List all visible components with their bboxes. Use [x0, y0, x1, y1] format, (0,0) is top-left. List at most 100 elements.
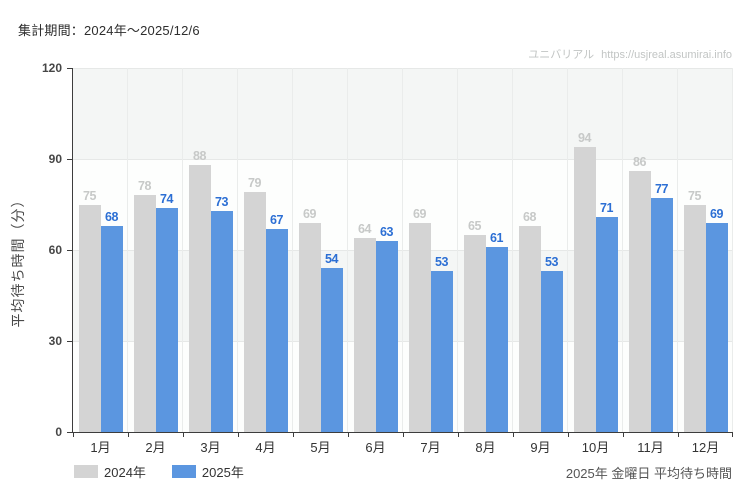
x-tick-label: 4月: [255, 440, 276, 455]
bar-2024年: [573, 146, 596, 432]
x-tick-mark: [732, 433, 733, 437]
bar-2024年: [188, 165, 211, 432]
y-tick-label: 0: [55, 425, 62, 439]
x-tick-label: 8月: [475, 440, 496, 455]
bar-2025年: [100, 225, 123, 432]
legend: 2024年 2025年: [74, 462, 244, 481]
bar-value-label-2025年: 71: [600, 200, 613, 215]
bar-value-label-2024年: 69: [413, 206, 426, 221]
bar-value-label-2025年: 74: [160, 191, 173, 206]
h-gridline: [73, 68, 733, 69]
bar-2024年: [463, 234, 486, 432]
watermark-url: https://usjreal.asumirai.info: [601, 49, 732, 61]
x-tick-label: 9月: [530, 440, 551, 455]
legend-item-2024: 2024年: [74, 462, 146, 481]
bar-2025年: [320, 268, 343, 432]
h-gridline: [73, 159, 733, 160]
x-tick-label: 12月: [691, 440, 720, 455]
chart-caption: 2025年 金曜日 平均待ち時間: [565, 466, 732, 481]
bar-value-label-2025年: 67: [270, 212, 283, 227]
x-tick-mark: [73, 433, 74, 437]
bar-2024年: [78, 204, 101, 432]
legend-swatch-2024: [74, 465, 98, 478]
v-gridline: [457, 68, 458, 432]
bar-2024年: [353, 237, 376, 432]
bar-2025年: [650, 198, 673, 432]
bar-value-label-2024年: 64: [358, 221, 371, 236]
legend-item-2025: 2025年: [171, 462, 244, 481]
bar-2024年: [298, 222, 321, 432]
v-gridline: [182, 68, 183, 432]
bar-value-label-2025年: 53: [435, 255, 448, 270]
x-tick-mark: [403, 433, 404, 437]
y-tick-mark: [67, 159, 72, 160]
v-gridline: [402, 68, 403, 432]
v-gridline: [292, 68, 293, 432]
bar-2025年: [430, 271, 453, 432]
h-gridline: [73, 250, 733, 251]
y-tick-label: 120: [41, 61, 62, 75]
bar-2024年: [683, 204, 706, 432]
h-gridline: [73, 341, 733, 342]
bar-2024年: [518, 225, 541, 432]
chart-period-title: 集計期間：2024年〜2025/12/6: [18, 23, 200, 38]
y-tick-label: 60: [48, 243, 62, 257]
bar-2025年: [210, 210, 233, 432]
grid-band: [73, 250, 733, 341]
bar-value-label-2024年: 68: [523, 209, 536, 224]
bar-value-label-2025年: 73: [215, 194, 228, 209]
v-gridline: [732, 68, 733, 432]
y-tick-mark: [67, 250, 72, 251]
x-tick-label: 10月: [581, 440, 610, 455]
bar-value-label-2024年: 79: [248, 176, 261, 191]
bar-value-label-2025年: 63: [380, 224, 393, 239]
bar-value-label-2025年: 54: [325, 252, 338, 267]
bar-value-label-2024年: 88: [193, 149, 206, 164]
bar-value-label-2024年: 69: [303, 206, 316, 221]
bar-2025年: [595, 216, 618, 432]
x-tick-label: 3月: [200, 440, 221, 455]
bar-2025年: [155, 207, 178, 432]
v-gridline: [237, 68, 238, 432]
x-tick-mark: [458, 433, 459, 437]
legend-label-2024: 2024年: [104, 465, 146, 480]
x-tick-mark: [238, 433, 239, 437]
plot-area: 0 30 60 90 120 1月 2月 3月 4月 5月 6月 7月 8月 9月 10月 11月 12月 75 7…: [42, 61, 733, 455]
x-tick-mark: [513, 433, 514, 437]
bar-2024年: [133, 195, 156, 432]
watermark: ユニバリアル https://usjreal.asumirai.info: [528, 46, 732, 62]
legend-swatch-2025: [171, 465, 196, 478]
y-tick-label: 30: [48, 334, 62, 348]
bar-2025年: [540, 271, 563, 432]
bar-value-label-2024年: 75: [688, 188, 701, 203]
bar-value-label-2025年: 68: [105, 209, 118, 224]
grid-band: [73, 68, 733, 159]
grid-band: [73, 159, 733, 250]
bar-2024年: [408, 222, 431, 432]
grid-band: [73, 341, 733, 432]
x-tick-mark: [183, 433, 184, 437]
bar-value-label-2024年: 86: [633, 155, 646, 170]
x-tick-label: 7月: [420, 440, 441, 455]
bar-value-label-2025年: 77: [655, 182, 668, 197]
v-gridline: [677, 68, 678, 432]
bar-value-label-2024年: 78: [138, 179, 151, 194]
bar-2025年: [375, 240, 398, 432]
bar-2024年: [243, 192, 266, 432]
bar-value-label-2024年: 65: [468, 218, 481, 233]
watermark-brand: ユニバリアル: [528, 49, 595, 61]
bar-2025年: [265, 228, 288, 432]
x-tick-mark: [678, 433, 679, 437]
y-tick-mark: [67, 341, 72, 342]
x-tick-mark: [293, 433, 294, 437]
x-tick-mark: [128, 433, 129, 437]
x-tick-label: 11月: [637, 440, 664, 455]
bar-value-label-2025年: 53: [545, 255, 558, 270]
bar-2025年: [485, 246, 508, 432]
v-gridline: [127, 68, 128, 432]
v-gridline: [347, 68, 348, 432]
y-tick-mark: [67, 432, 72, 433]
bar-2024年: [628, 171, 651, 432]
v-gridline: [622, 68, 623, 432]
